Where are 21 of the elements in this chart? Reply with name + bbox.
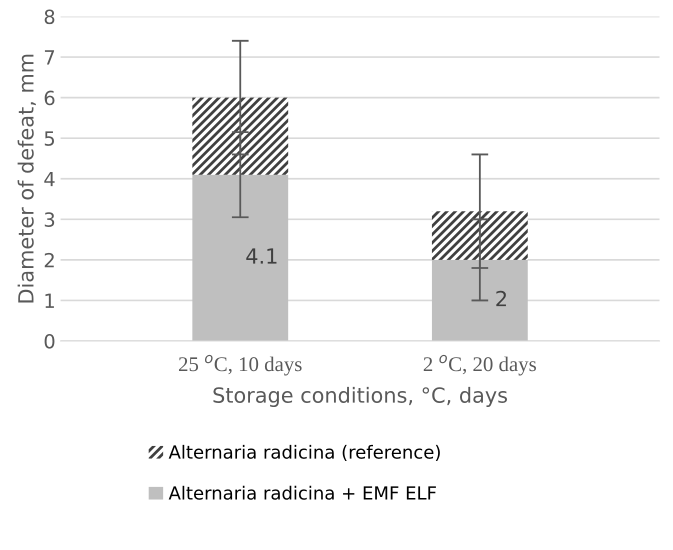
y-tick-label: 4 xyxy=(44,172,55,186)
bar xyxy=(432,211,528,260)
x-tick-label: 25 $^{o}$C, 10 days xyxy=(178,354,302,376)
x-axis-title: Storage conditions, °C, days xyxy=(213,386,508,407)
y-tick-label: 0 xyxy=(44,334,54,349)
y-tick-label: 5 xyxy=(44,131,54,146)
bar xyxy=(432,260,528,341)
x-tick-label: 2 $^{o}$C, 20 days xyxy=(424,354,536,376)
data-label: 2 xyxy=(496,290,506,306)
bar xyxy=(192,98,288,175)
y-tick-label: 6 xyxy=(44,90,54,106)
y-tick-label: 3 xyxy=(44,212,54,227)
legend-label: Alternaria radicina + EMF ELF xyxy=(168,486,436,500)
y-axis-title: Diameter of defeat, mm xyxy=(18,54,36,302)
bar xyxy=(192,174,288,341)
legend-label: Alternaria radicina (reference) xyxy=(168,444,440,461)
y-tick-label: 1 xyxy=(45,294,54,308)
data-label: 4.1 xyxy=(246,248,276,264)
y-tick-label: 8 xyxy=(44,9,54,24)
y-tick-label: 2 xyxy=(44,252,54,268)
y-tick-label: 7 xyxy=(44,50,54,64)
